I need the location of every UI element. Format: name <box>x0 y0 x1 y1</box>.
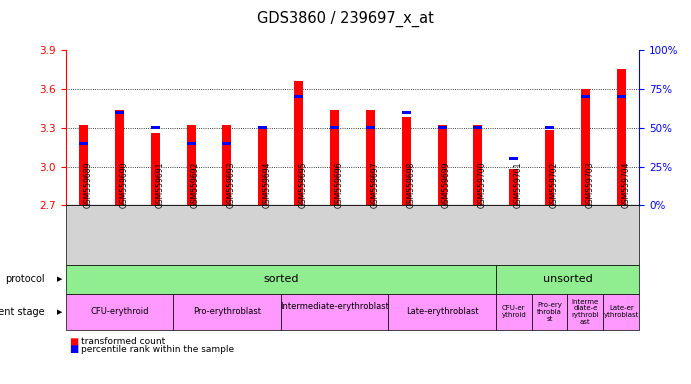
Text: GSM559696: GSM559696 <box>334 162 343 209</box>
Bar <box>294 81 303 205</box>
Text: GSM559693: GSM559693 <box>227 162 236 209</box>
Bar <box>617 70 626 205</box>
Text: GSM559700: GSM559700 <box>478 162 487 209</box>
Text: GSM559690: GSM559690 <box>120 162 129 209</box>
Bar <box>115 111 124 114</box>
Text: Late-er
ythroblast: Late-er ythroblast <box>603 306 639 318</box>
Text: Pro-erythroblast: Pro-erythroblast <box>193 308 261 316</box>
Bar <box>366 109 375 205</box>
Text: ■: ■ <box>69 337 78 347</box>
Bar <box>258 126 267 129</box>
Text: transformed count: transformed count <box>81 337 165 346</box>
Bar <box>187 125 196 205</box>
Text: GSM559703: GSM559703 <box>585 162 594 209</box>
Text: sorted: sorted <box>263 274 299 285</box>
Bar <box>437 126 446 129</box>
Bar <box>509 157 518 161</box>
Bar <box>545 126 554 129</box>
Text: Intermediate-erythroblast: Intermediate-erythroblast <box>280 302 389 322</box>
Text: GSM559697: GSM559697 <box>370 162 379 209</box>
Bar <box>401 118 410 205</box>
Bar <box>473 126 482 129</box>
Bar <box>151 133 160 205</box>
Text: ▶: ▶ <box>57 309 62 315</box>
Bar <box>437 125 446 205</box>
Text: GSM559701: GSM559701 <box>513 162 522 209</box>
Text: unsorted: unsorted <box>542 274 592 285</box>
Text: Late-erythroblast: Late-erythroblast <box>406 308 478 316</box>
Text: Interme
diate-e
rythrobl
ast: Interme diate-e rythrobl ast <box>571 298 599 326</box>
Bar <box>401 111 410 114</box>
Text: Pro-ery
throbla
st: Pro-ery throbla st <box>537 302 562 322</box>
Text: ▶: ▶ <box>57 276 62 282</box>
Bar <box>79 125 88 205</box>
Text: GDS3860 / 239697_x_at: GDS3860 / 239697_x_at <box>257 11 434 27</box>
Bar <box>545 130 554 205</box>
Bar <box>79 142 88 145</box>
Text: CFU-erythroid: CFU-erythroid <box>90 308 149 316</box>
Text: GSM559691: GSM559691 <box>155 162 164 209</box>
Text: GSM559692: GSM559692 <box>191 162 200 209</box>
Bar <box>330 126 339 129</box>
Bar <box>509 169 518 205</box>
Text: GSM559689: GSM559689 <box>84 162 93 209</box>
Text: ■: ■ <box>69 344 78 354</box>
Bar <box>366 126 375 129</box>
Text: protocol: protocol <box>6 274 45 285</box>
Bar <box>187 142 196 145</box>
Bar <box>115 109 124 205</box>
Bar <box>581 95 590 98</box>
Bar <box>258 126 267 205</box>
Bar <box>473 125 482 205</box>
Bar <box>330 109 339 205</box>
Text: percentile rank within the sample: percentile rank within the sample <box>81 345 234 354</box>
Bar <box>151 126 160 129</box>
Text: GSM559702: GSM559702 <box>549 162 558 209</box>
Text: CFU-er
ythroid: CFU-er ythroid <box>502 306 526 318</box>
Text: GSM559699: GSM559699 <box>442 162 451 209</box>
Text: GSM559694: GSM559694 <box>263 162 272 209</box>
Bar <box>294 95 303 98</box>
Bar <box>223 142 231 145</box>
Bar <box>581 89 590 205</box>
Bar <box>617 95 626 98</box>
Bar <box>223 125 231 205</box>
Text: development stage: development stage <box>0 307 45 317</box>
Text: GSM559695: GSM559695 <box>299 162 307 209</box>
Text: GSM559704: GSM559704 <box>621 162 630 209</box>
Text: GSM559698: GSM559698 <box>406 162 415 209</box>
